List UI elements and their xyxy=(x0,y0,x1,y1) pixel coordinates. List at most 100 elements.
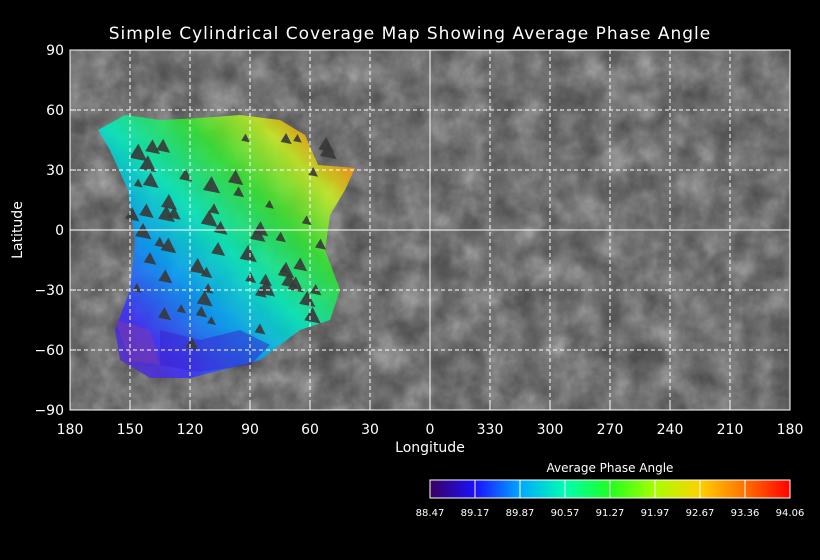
coverage-gap xyxy=(213,220,228,235)
x-tick-label: 270 xyxy=(597,422,624,438)
colorbar-tick-label: 89.17 xyxy=(461,508,490,519)
y-tick-label: 0 xyxy=(55,223,64,239)
coverage-gap xyxy=(241,133,250,143)
coverage-gap xyxy=(196,290,213,307)
colorbar-tick-labels: 88.47 89.17 89.87 90.57 91.27 91.97 92.67 93.36… xyxy=(416,480,805,519)
coverage-gap xyxy=(227,169,244,186)
colorbar-tick-label: 91.97 xyxy=(641,508,670,519)
colorbar-title: Average Phase Angle xyxy=(547,461,674,475)
coverage-gap xyxy=(160,194,177,211)
coverage-gap xyxy=(145,139,161,155)
coverage-gap xyxy=(195,306,208,318)
coverage-gap xyxy=(318,136,335,153)
coverage-gap xyxy=(139,203,154,218)
coverage-gap xyxy=(208,203,220,215)
x-tick-label: 180 xyxy=(57,422,84,438)
coverage-gap xyxy=(160,237,177,254)
y-tick-label: −30 xyxy=(34,283,64,299)
x-tick-label: 30 xyxy=(361,422,379,438)
x-tick-label: 120 xyxy=(177,422,204,438)
coverage-gap xyxy=(287,276,304,293)
coverage-gap xyxy=(176,304,186,314)
colorbar-segment xyxy=(430,480,476,498)
x-tick-label: 150 xyxy=(117,422,144,438)
coverage-gap xyxy=(211,242,226,256)
coverage-gap xyxy=(157,307,172,321)
coverage-gap xyxy=(135,223,152,240)
x-tick-label: 60 xyxy=(301,422,319,438)
coverage-gap xyxy=(299,290,316,308)
x-tick-label: 300 xyxy=(537,422,564,438)
y-tick-labels: 90 60 30 0 −30 −60 −90 xyxy=(34,43,76,419)
colorbar-tick-label: 94.06 xyxy=(776,508,805,519)
coverage-gap xyxy=(315,238,327,250)
graticule xyxy=(70,50,790,410)
x-axis-title: Longitude xyxy=(395,440,465,456)
map-title: Simple Cylindrical Coverage Map Showing … xyxy=(108,24,712,44)
colorbar-tick-label: 91.27 xyxy=(596,508,625,519)
coverage-gap xyxy=(189,257,206,275)
colorbar xyxy=(429,479,791,499)
coverage-gap xyxy=(158,269,173,284)
coverage-gap xyxy=(293,134,302,143)
coverage-gap xyxy=(250,226,266,242)
coverage-gap xyxy=(133,178,143,188)
coverage-gap xyxy=(129,143,148,162)
coverage-gap xyxy=(156,138,171,153)
coverage-gap xyxy=(139,155,157,173)
coverage-gap xyxy=(265,199,274,209)
coverage-gap xyxy=(245,272,257,284)
y-tick-label: 30 xyxy=(46,163,64,179)
x-tick-label: 0 xyxy=(426,422,435,438)
coverage-gap xyxy=(279,264,289,274)
x-tick-label: 180 xyxy=(777,422,804,438)
coverage-gap xyxy=(259,273,273,287)
coverage-gap xyxy=(202,176,221,194)
coverage-gap xyxy=(233,186,245,198)
coverage-gap xyxy=(154,236,166,248)
colorbar-segment xyxy=(565,480,611,498)
coverage-gap xyxy=(200,210,218,228)
coverage-gap xyxy=(143,172,159,189)
x-tick-label: 240 xyxy=(657,422,684,438)
coverage-gap xyxy=(253,221,269,237)
colorbar-segment xyxy=(700,480,746,498)
coverage-gap xyxy=(202,283,214,294)
coverage-gap xyxy=(275,231,287,243)
x-tick-label: 210 xyxy=(717,422,744,438)
coverage-gap xyxy=(143,252,157,265)
coverage-gap xyxy=(304,307,321,324)
coverage-gap xyxy=(301,215,312,226)
y-tick-label: −90 xyxy=(34,403,64,419)
coverage-gap xyxy=(254,323,266,335)
coverage-gap xyxy=(239,244,257,263)
y-tick-label: 60 xyxy=(46,103,64,119)
colorbar-segment xyxy=(520,480,566,498)
colorbar-segment xyxy=(475,480,521,498)
coverage-gap xyxy=(257,279,276,297)
coverage-gap xyxy=(280,132,292,145)
x-tick-label: 90 xyxy=(241,422,259,438)
x-tick-labels: 180 150 120 90 60 30 0 330 300 270 240 210 180 xyxy=(57,404,804,438)
coverage-gap xyxy=(185,337,199,351)
coverage-gap xyxy=(308,167,319,177)
colorbar-tick-label: 93.36 xyxy=(731,508,760,519)
coverage-gap xyxy=(200,266,213,279)
y-tick-label: −60 xyxy=(34,343,64,359)
coverage-gap xyxy=(179,168,193,182)
colorbar-tick-label: 88.47 xyxy=(416,508,445,519)
colorbar-tick-label: 92.67 xyxy=(686,508,715,519)
coverage-gap xyxy=(125,207,140,222)
y-axis-title: Latitude xyxy=(10,201,26,259)
coverage-gap xyxy=(293,257,308,272)
coverage-gap xyxy=(207,316,216,326)
colorbar-tick-label: 89.87 xyxy=(506,508,535,519)
colorbar-segment xyxy=(745,480,791,498)
coverage-gaps xyxy=(125,132,337,351)
colorbar-segment xyxy=(610,480,656,498)
x-tick-label: 330 xyxy=(477,422,504,438)
coverage-gap xyxy=(158,205,175,223)
colorbar-segment xyxy=(655,480,701,498)
colorbar-tick-label: 90.57 xyxy=(551,508,580,519)
